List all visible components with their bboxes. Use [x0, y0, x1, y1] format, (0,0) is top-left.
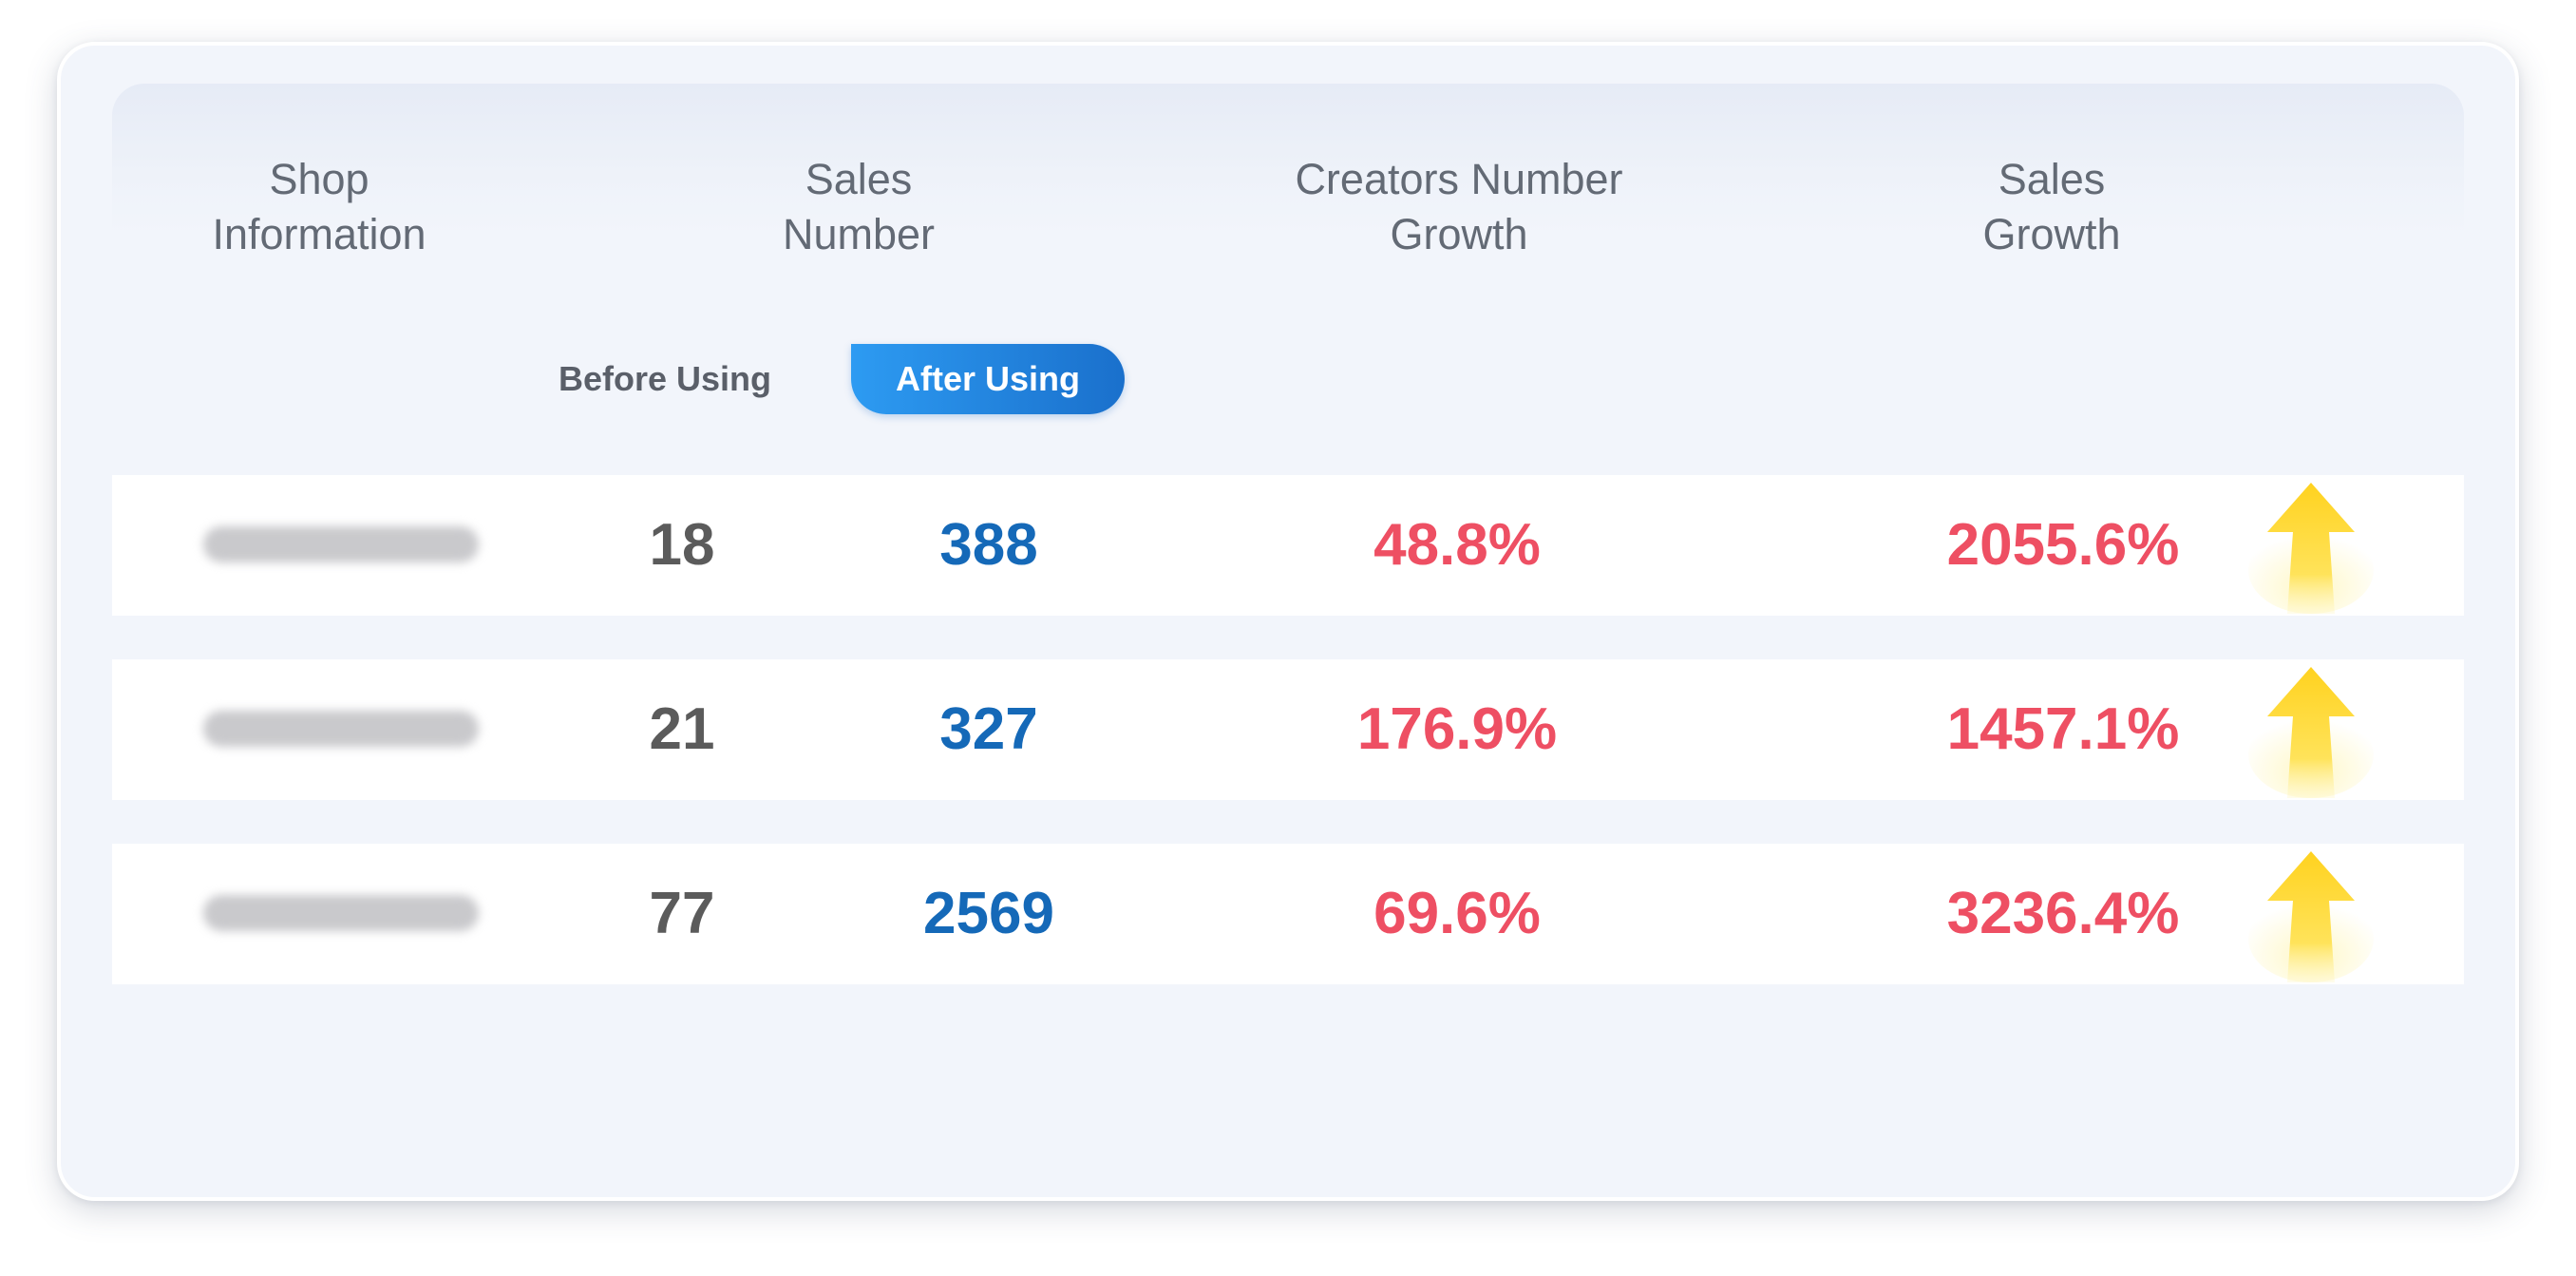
sales-after-value: 2569 [923, 881, 1054, 946]
table-row: 21 327 176.9% 1457.1% [112, 659, 2464, 800]
sales-before-value: 18 [649, 512, 715, 578]
shop-name-redacted [203, 895, 479, 931]
table-row: 18 388 48.8% 2055.6% [112, 475, 2464, 616]
shop-name-redacted [203, 526, 479, 562]
shop-name-redacted [203, 711, 479, 747]
creators-growth-value: 48.8% [1373, 512, 1541, 578]
before-using-toggle[interactable]: Before Using [558, 359, 772, 398]
sales-before-value: 21 [649, 696, 715, 762]
sales-growth-value: 3236.4% [1946, 881, 2180, 946]
table-row: 77 2569 69.6% 3236.4% [112, 844, 2464, 984]
up-arrow-icon [2248, 483, 2374, 614]
sales-before-value: 77 [649, 881, 715, 946]
sales-growth-value: 2055.6% [1946, 512, 2180, 578]
header-sales-growth: Sales Growth [1982, 155, 2121, 258]
creators-growth-value: 69.6% [1373, 881, 1541, 946]
header-creators-number-growth: Creators Number Growth [1295, 155, 1623, 258]
creators-growth-value: 176.9% [1356, 696, 1558, 762]
after-using-toggle[interactable]: After Using [851, 344, 1125, 414]
up-arrow-icon [2248, 667, 2374, 798]
table-header [112, 84, 2464, 236]
sales-growth-value: 1457.1% [1946, 696, 2180, 762]
sales-after-value: 388 [939, 512, 1038, 578]
header-shop-information: Shop Information [212, 155, 426, 258]
up-arrow-icon [2248, 851, 2374, 982]
sales-after-value: 327 [939, 696, 1038, 762]
header-sales-number: Sales Number [782, 155, 936, 258]
